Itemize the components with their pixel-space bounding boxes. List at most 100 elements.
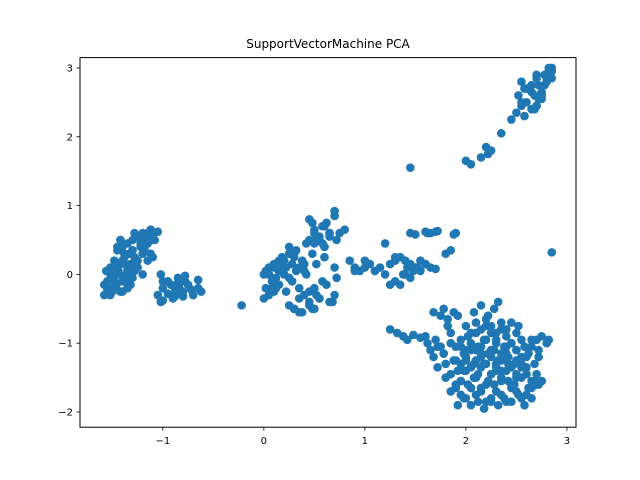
data-point: [520, 400, 529, 410]
data-point: [322, 280, 331, 290]
data-point: [325, 232, 334, 241]
data-point: [451, 383, 461, 393]
data-point: [530, 91, 539, 100]
data-point: [439, 349, 448, 358]
data-point: [439, 304, 448, 314]
data-point: [395, 252, 405, 262]
data-point: [466, 363, 476, 372]
data-point: [459, 366, 469, 376]
data-point: [443, 314, 453, 324]
data-point: [512, 369, 521, 379]
data-point: [114, 266, 123, 276]
data-point: [456, 376, 466, 386]
data-point: [496, 356, 506, 365]
data-point: [411, 230, 420, 239]
data-point: [281, 287, 291, 296]
data-point: [423, 338, 432, 348]
data-point: [150, 235, 160, 245]
data-point: [446, 328, 456, 338]
data-point: [544, 335, 554, 345]
data-point: [502, 325, 511, 334]
data-point: [433, 226, 442, 236]
data-point: [330, 206, 339, 216]
data-point: [537, 94, 546, 104]
data-point: [433, 363, 442, 372]
data-point: [409, 330, 418, 340]
data-point: [507, 318, 516, 327]
data-point: [517, 359, 526, 369]
data-point: [507, 338, 516, 348]
data-point: [520, 342, 529, 351]
data-point: [294, 283, 304, 293]
data-point: [473, 397, 483, 407]
data-point: [491, 328, 501, 338]
data-point: [443, 321, 453, 331]
data-point: [305, 297, 314, 307]
data-point: [537, 87, 546, 97]
data-point: [118, 287, 127, 296]
data-point: [517, 77, 526, 86]
data-point: [168, 294, 178, 303]
data-point: [532, 369, 541, 379]
data-point: [106, 290, 115, 300]
data-point: [328, 297, 337, 307]
data-point: [193, 275, 203, 285]
data-point: [540, 70, 549, 80]
data-point: [120, 249, 129, 259]
data-point: [289, 249, 299, 259]
data-point: [299, 259, 309, 269]
data-point: [537, 332, 546, 341]
data-point: [466, 328, 476, 338]
data-point: [310, 225, 319, 234]
data-point: [504, 359, 513, 369]
data-point: [332, 273, 341, 283]
data-point: [507, 115, 516, 124]
data-point: [429, 307, 438, 317]
data-point: [421, 332, 430, 341]
data-point: [308, 218, 317, 228]
data-point: [385, 325, 395, 334]
data-point: [469, 307, 479, 317]
data-point: [264, 270, 274, 279]
data-point: [534, 345, 543, 355]
data-point: [486, 321, 496, 331]
data-point: [284, 273, 294, 283]
data-point: [496, 373, 506, 382]
data-point: [489, 304, 499, 314]
data-point: [463, 380, 473, 389]
y-tick-label: −2: [58, 408, 73, 419]
data-point: [133, 256, 142, 265]
data-point: [446, 369, 456, 379]
data-point: [534, 352, 543, 362]
x-tick-label: 3: [564, 436, 570, 447]
data-point: [486, 369, 496, 379]
data-point: [493, 400, 503, 410]
data-point: [125, 273, 134, 283]
data-point: [380, 239, 390, 248]
data-point: [128, 246, 137, 255]
data-point: [456, 335, 466, 345]
data-point: [517, 98, 526, 107]
x-axis: −1 0 1 2 3: [155, 427, 570, 447]
data-point: [406, 273, 415, 283]
data-point: [158, 296, 168, 305]
data-point: [512, 108, 521, 117]
y-tick-label: −1: [58, 339, 73, 350]
y-tick-label: 0: [67, 270, 73, 281]
data-point: [406, 163, 415, 173]
data-point: [507, 397, 516, 407]
data-point: [121, 259, 130, 269]
data-point: [514, 390, 523, 400]
data-point: [99, 290, 109, 300]
data-point: [279, 256, 289, 265]
data-point: [446, 246, 456, 255]
data-point: [481, 335, 491, 345]
data-point: [453, 400, 463, 410]
data-point: [537, 376, 546, 386]
data-point: [479, 359, 489, 369]
data-point: [491, 338, 501, 348]
data-point: [274, 266, 284, 276]
data-point: [499, 393, 509, 403]
data-point: [534, 80, 543, 90]
data-point: [143, 228, 152, 238]
